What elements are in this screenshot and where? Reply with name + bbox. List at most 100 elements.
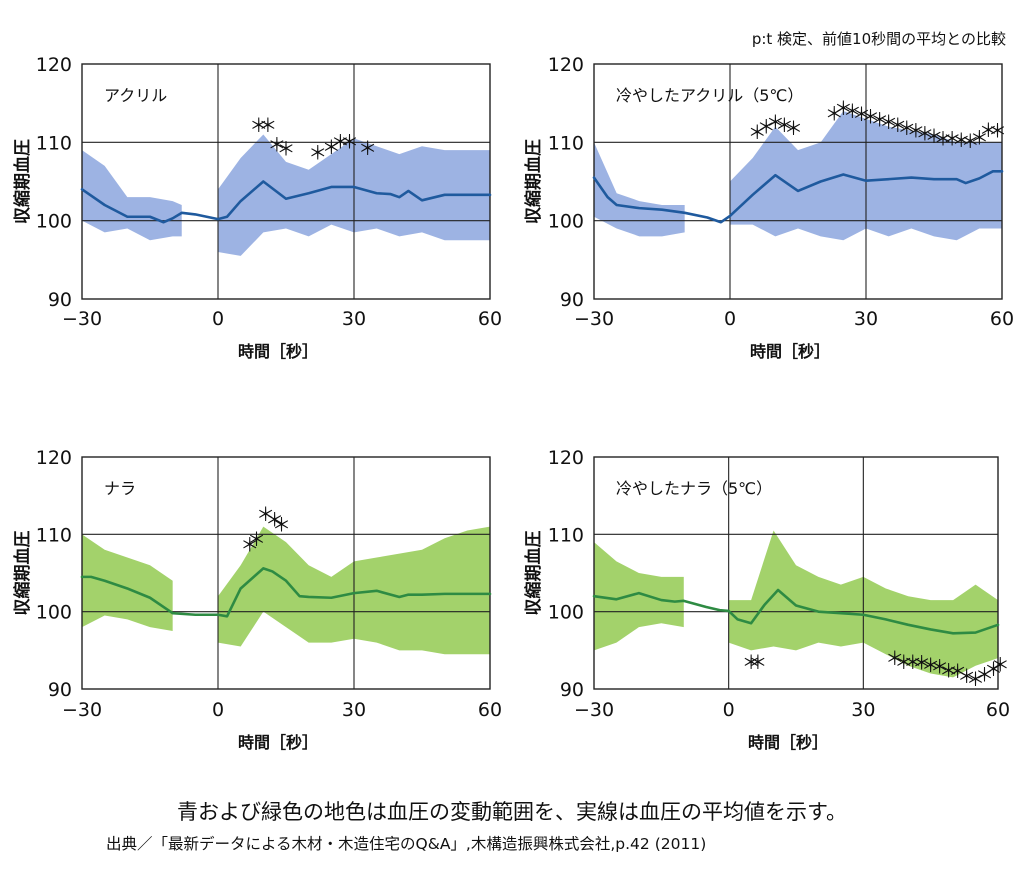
y-tick-label: 120 [36,447,72,469]
significance-mark: ＊ [975,664,994,686]
y-tick-label: 100 [548,602,584,624]
significance-mark: ＊ [957,666,976,688]
y-tick-label: 90 [560,679,584,701]
x-tick-label: −30 [62,699,102,721]
y-tick-label: 110 [548,524,584,546]
significance-mark: ＊ [748,652,767,674]
y-axis-label: 収縮期血圧 [523,531,544,616]
chart-title: アクリル [104,86,167,105]
y-tick-label: 100 [548,211,584,233]
significance-mark: ＊ [276,139,295,161]
x-tick-label: −30 [62,308,102,330]
x-tick-label: 0 [723,699,735,721]
significance-mark: ＊ [272,514,291,536]
range-band-pre [594,142,685,237]
x-tick-label: 60 [478,699,502,721]
significance-mark: ＊ [825,103,844,125]
significance-mark: ＊ [888,115,907,137]
range-band-pre [594,542,684,651]
y-tick-label: 110 [36,132,72,154]
mean-line [80,180,492,224]
chart-title: 冷やしたアクリル（5℃） [616,86,803,105]
significance-mark: ＊ [939,660,958,682]
x-tick-label: 0 [212,699,224,721]
significance-mark: ＊ [979,120,998,142]
significance-mark: ＊ [943,128,962,150]
significance-mark: ＊ [834,98,853,120]
y-tick-label: 120 [36,54,72,76]
significance-mark: ＊ [775,115,794,137]
significance-mark: ＊ [267,135,286,157]
significance-note: p:t 検定、前値10秒間の平均との比較 [751,30,1006,48]
mean-line [592,170,1004,224]
y-tick-label: 110 [36,524,72,546]
x-tick-label: 0 [212,308,224,330]
significance-mark: ＊ [894,652,913,674]
significance-mark: ＊ [757,117,776,139]
significance-mark: ＊ [258,115,277,137]
significance-mark: ＊ [885,648,904,670]
significance-mark: ＊ [921,655,940,677]
significance-mark: ＊ [879,112,898,134]
significance-mark: ＊ [930,657,949,679]
y-axis-label: 収縮期血圧 [12,531,33,616]
range-band-pre [82,534,173,631]
mean-line [592,588,1000,635]
x-axis-label: 時間［秒］ [238,342,318,361]
significance-mark: ＊ [948,661,967,683]
mean-line [80,567,492,618]
plot-frame [593,63,1003,300]
chart-title: ナラ [104,479,136,498]
x-tick-label: 60 [986,699,1010,721]
x-tick-label: 30 [342,699,366,721]
significance-mark: ＊ [991,654,1010,676]
significance-mark: ＊ [331,132,350,154]
significance-mark: ＊ [903,652,922,674]
x-tick-label: 60 [478,308,502,330]
significance-mark: ＊ [915,124,934,146]
x-axis-label: 時間［秒］ [238,733,318,752]
y-axis-label: 収縮期血圧 [12,139,33,224]
y-tick-label: 100 [36,211,72,233]
x-tick-label: 30 [851,699,875,721]
y-axis-label: 収縮期血圧 [523,139,544,224]
figure-source: 出典／「最新データによる木材・木造住宅のQ&A」,木構造振興株式会社,p.42 … [106,835,707,853]
significance-mark: ＊ [249,115,268,137]
significance-mark: ＊ [240,534,259,556]
significance-mark: ＊ [870,110,889,132]
x-tick-label: 60 [990,308,1014,330]
figure-caption: 青および緑色の地色は血圧の変動範囲を、実線は血圧の平均値を示す。 [177,800,847,824]
significance-mark: ＊ [861,106,880,128]
plot-frame [593,456,999,690]
significance-mark: ＊ [952,130,971,152]
y-tick-label: 90 [48,679,72,701]
y-tick-label: 110 [548,132,584,154]
significance-mark: ＊ [906,121,925,143]
significance-mark: ＊ [265,510,284,532]
plot-frame [81,456,491,690]
significance-mark: ＊ [748,122,767,144]
significance-mark: ＊ [961,131,980,153]
x-tick-label: −30 [574,308,614,330]
x-tick-label: 30 [342,308,366,330]
significance-mark: ＊ [897,118,916,140]
significance-mark: ＊ [247,529,266,551]
significance-mark: ＊ [852,104,871,126]
plot-frame [81,63,491,300]
significance-mark: ＊ [988,121,1007,143]
significance-mark: ＊ [924,126,943,148]
x-tick-label: 0 [724,308,736,330]
significance-mark: ＊ [742,652,761,674]
significance-mark: ＊ [984,659,1003,681]
significance-mark: ＊ [784,118,803,140]
significance-mark: ＊ [966,669,985,691]
y-tick-label: 100 [36,602,72,624]
significance-mark: ＊ [358,138,377,160]
significance-mark: ＊ [766,112,785,134]
significance-mark: ＊ [970,128,989,150]
